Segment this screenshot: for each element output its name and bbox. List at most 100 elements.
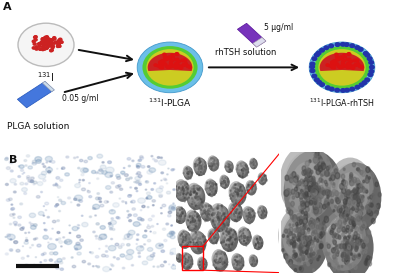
Circle shape [216,259,217,260]
Circle shape [235,258,238,263]
Circle shape [348,271,350,275]
Circle shape [360,206,364,210]
Circle shape [234,198,235,200]
Circle shape [258,247,259,248]
Circle shape [338,235,341,239]
Circle shape [254,238,260,245]
Circle shape [185,262,186,263]
Circle shape [191,217,192,218]
Circle shape [181,239,182,240]
Circle shape [370,172,374,178]
Circle shape [138,252,140,254]
Circle shape [356,214,358,218]
Circle shape [311,258,313,261]
Circle shape [185,261,186,262]
Circle shape [358,197,360,199]
Circle shape [170,235,175,239]
Circle shape [241,214,242,216]
Circle shape [353,219,356,223]
Circle shape [224,225,226,227]
Circle shape [87,190,88,191]
Circle shape [338,65,341,68]
Circle shape [138,159,142,161]
Circle shape [222,176,223,177]
Circle shape [348,215,352,220]
Circle shape [357,62,359,64]
Circle shape [216,240,217,241]
Circle shape [370,195,372,199]
Circle shape [20,182,24,185]
Circle shape [190,192,191,194]
Circle shape [136,190,138,192]
Circle shape [341,252,344,257]
Circle shape [36,160,41,163]
Circle shape [353,194,357,199]
Circle shape [232,199,233,200]
Circle shape [188,197,189,198]
Circle shape [10,250,13,251]
Circle shape [227,179,228,180]
Circle shape [229,233,230,234]
Circle shape [240,217,241,218]
Circle shape [260,238,261,240]
Circle shape [181,214,182,215]
Circle shape [256,260,257,261]
Text: PLGA solution: PLGA solution [7,122,69,131]
Circle shape [237,256,238,258]
Circle shape [211,160,214,164]
Circle shape [345,243,348,246]
Circle shape [181,190,182,191]
Circle shape [376,203,380,209]
Circle shape [249,212,250,213]
Circle shape [359,184,362,189]
Circle shape [312,193,316,199]
Circle shape [263,218,264,219]
Circle shape [303,233,306,237]
Circle shape [315,151,319,156]
Circle shape [152,158,155,160]
Circle shape [183,220,184,221]
Circle shape [200,168,201,169]
Circle shape [312,74,317,78]
Circle shape [176,253,182,261]
Circle shape [296,229,299,233]
Circle shape [159,62,163,64]
Circle shape [318,208,321,213]
Circle shape [302,250,305,253]
Circle shape [173,206,185,222]
Circle shape [352,218,356,222]
Circle shape [221,182,222,183]
Circle shape [197,216,198,218]
Circle shape [356,183,360,188]
Circle shape [250,257,255,263]
Circle shape [208,229,217,241]
Circle shape [211,214,212,216]
Circle shape [330,87,334,91]
Circle shape [344,247,346,251]
Circle shape [179,258,180,259]
Circle shape [201,198,202,199]
Circle shape [174,59,177,61]
Circle shape [259,239,260,240]
Circle shape [40,41,43,43]
Circle shape [311,190,315,196]
Circle shape [166,191,170,194]
Circle shape [77,225,79,226]
Circle shape [366,247,368,249]
Circle shape [174,207,187,224]
Circle shape [138,217,143,221]
Circle shape [184,239,186,240]
Circle shape [243,168,244,169]
Circle shape [104,201,108,203]
Circle shape [138,183,142,185]
Circle shape [192,172,193,173]
Circle shape [142,46,198,89]
Circle shape [240,194,241,195]
Circle shape [331,181,334,185]
Circle shape [237,226,250,243]
Circle shape [177,211,181,216]
Circle shape [200,268,201,269]
Circle shape [107,201,108,202]
Circle shape [210,186,212,187]
Circle shape [357,234,360,238]
